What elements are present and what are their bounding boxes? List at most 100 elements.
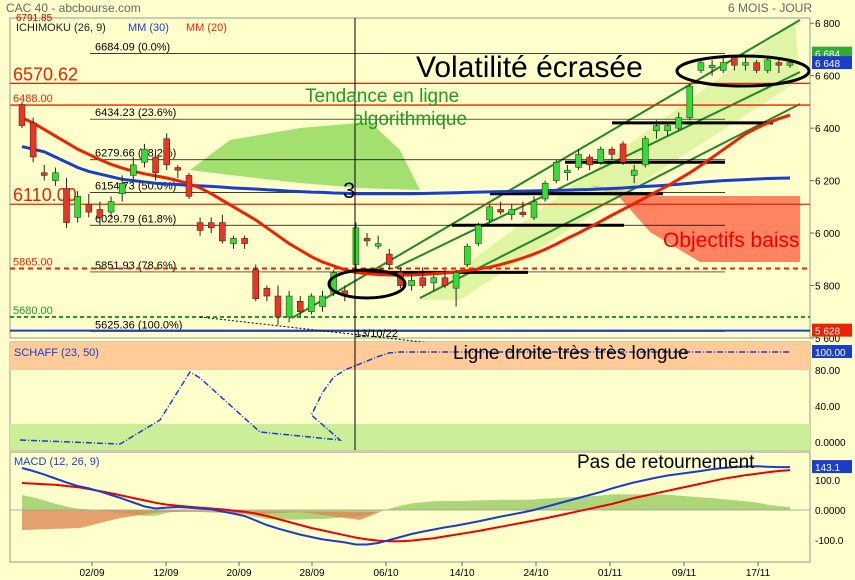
candle-up	[597, 148, 605, 163]
macd-series: 100.0 0.0000 -100.0 143.1	[10, 460, 852, 547]
candle-down	[241, 238, 248, 244]
fib-level-label: 6684.09 (0.0%)	[95, 42, 170, 54]
candle-down	[252, 269, 259, 299]
ichimoku-label: ICHIMOKU (26, 9)	[16, 22, 106, 34]
green-level-label: 5680.00	[13, 305, 53, 317]
mm20-label: MM (20)	[186, 22, 227, 34]
candle-up	[742, 62, 749, 66]
last-price-badge: 6 648	[815, 59, 840, 70]
candle-down	[207, 222, 215, 229]
candle-up	[653, 125, 660, 132]
candle-up	[686, 85, 694, 118]
candle-up	[708, 64, 716, 69]
x-tick-label: 06/10	[373, 568, 398, 579]
candle-down	[185, 175, 193, 197]
candle-up	[74, 196, 81, 218]
candle-down	[586, 156, 593, 166]
candle-down	[775, 62, 783, 66]
candle-up	[452, 272, 460, 289]
x-tick-label: 09/11	[672, 568, 697, 579]
candle-down	[519, 211, 527, 215]
candle-down	[274, 295, 282, 318]
candle-up	[764, 59, 771, 71]
candle-up	[463, 245, 471, 265]
candle-up	[786, 62, 794, 66]
macd-signal-line	[21, 469, 791, 543]
candle-up	[630, 169, 638, 176]
candle-down	[196, 222, 204, 231]
last-high-badge: 6 684	[815, 50, 840, 61]
channel-upper-line	[291, 19, 801, 319]
candle-down	[163, 138, 170, 166]
x-tick-label: 24/10	[523, 568, 548, 579]
candle-down	[608, 148, 616, 155]
candle-up	[508, 209, 515, 215]
macd-histogram	[22, 494, 790, 520]
schaff-last-badge: 100.00	[815, 348, 846, 359]
fib-level-label: 6029.79 (61.8%)	[95, 213, 176, 225]
candle-down	[263, 287, 271, 297]
schaff-overbought-band	[10, 342, 810, 370]
macd-tick-label: 0.0000	[815, 506, 846, 517]
candle-up	[141, 148, 148, 163]
red-level-label: 5865.00	[13, 256, 53, 268]
trend-annotation-line2: algorithmique	[353, 109, 467, 130]
top-truncated-label: 6791.85	[16, 13, 53, 24]
fib-level-label: 5851.93 (78.6%)	[95, 260, 176, 272]
y-axis: 6 800 6 600 6 400 6 200 6 000 5 800 5 600 6 684…	[810, 19, 852, 345]
x-tick-label: 14/10	[449, 568, 474, 579]
macd-last-badge: 143.1	[815, 463, 840, 474]
candle-down	[85, 203, 93, 213]
fib-level-label: 6434.23 (23.6%)	[95, 107, 176, 119]
candle-up	[352, 227, 360, 265]
macd-annotation: Pas de retournement	[577, 452, 755, 473]
schaff-tick-label: 0.0000	[815, 438, 846, 449]
wave-count-label: 3	[343, 178, 355, 203]
schaff-badge-bg	[812, 345, 852, 358]
volatility-ellipse	[675, 54, 811, 88]
candle-down	[363, 238, 371, 242]
candle-down	[41, 172, 48, 176]
moving-averages	[21, 113, 791, 277]
candle-up	[697, 62, 705, 71]
period-label: 6 MOIS - JOUR	[728, 1, 812, 15]
schaff-series: 80.00 40.00 0.0000 100.00	[10, 342, 852, 450]
x-tick-label: 17/11	[746, 568, 771, 579]
price-panel-frame	[9, 17, 811, 339]
schaff-oversold-band	[10, 424, 810, 450]
macd-tick-label: -100.0	[815, 536, 844, 547]
targets-annotation: Objectifs baiss	[663, 229, 800, 252]
candle-up	[575, 154, 582, 168]
price-tick-label: 6 000	[815, 229, 840, 240]
price-tick-label: 5 800	[815, 282, 840, 293]
candle-down	[174, 167, 182, 171]
schaff-line	[19, 351, 790, 445]
candle-down	[753, 62, 760, 71]
candle-up	[118, 182, 126, 194]
red-level-label: 6488.00	[13, 93, 53, 105]
red-level-label: 6110.00	[13, 185, 77, 205]
mm20-line	[21, 113, 791, 277]
candle-up	[530, 201, 538, 218]
x-axis: 02/09 12/09 20/09 28/09 06/10 14/10 24/10 01/11…	[79, 562, 771, 579]
macd-line	[21, 465, 790, 546]
schaff-annotation: Ligne droite très très longue	[453, 343, 689, 364]
red-level-label: 6570.62	[13, 64, 78, 84]
candles	[18, 54, 794, 325]
candle-down	[96, 209, 104, 218]
candle-down	[152, 156, 159, 174]
macd-label: MACD (12, 26, 9)	[14, 456, 100, 468]
dotted-trendline	[199, 316, 441, 345]
candle-down	[297, 301, 304, 313]
macd-badge-bg	[812, 460, 852, 474]
candle-up	[564, 169, 571, 174]
candle-down	[219, 222, 226, 242]
candle-down	[731, 57, 738, 66]
mm30-label: MM (30)	[128, 22, 169, 34]
candle-up	[553, 162, 560, 181]
x-tick-label: 20/09	[226, 568, 251, 579]
fib-level-label: 5625.36 (100.0%)	[95, 319, 182, 331]
candle-down	[18, 104, 26, 126]
candle-down	[619, 143, 627, 163]
